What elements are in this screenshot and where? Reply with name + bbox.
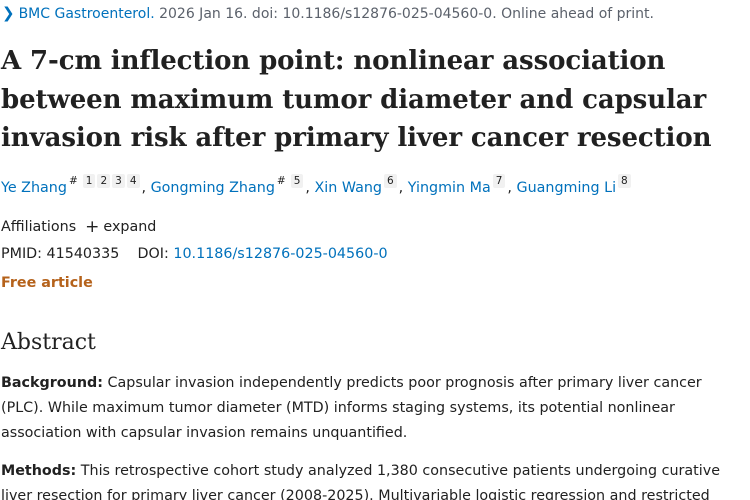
author-affiliation-refs: 7 [492, 174, 508, 188]
journal-link[interactable]: BMC Gastroenterol. [18, 6, 155, 22]
affiliation-ref[interactable]: 8 [618, 174, 631, 188]
author-link[interactable]: Ye Zhang [1, 180, 67, 196]
plus-icon: + [85, 217, 100, 237]
abstract-methods: Methods: This retrospective cohort study… [1, 459, 741, 500]
affiliation-ref[interactable]: 7 [492, 174, 506, 188]
doi-link[interactable]: 10.1186/s12876-025-04560-0 [173, 246, 388, 262]
expand-label: expand [103, 219, 157, 235]
methods-label: Methods: [1, 463, 77, 479]
methods-text: This retrospective cohort study analyzed… [1, 463, 720, 500]
article-identifiers: PMID: 41540335 DOI: 10.1186/s12876-025-0… [1, 243, 388, 265]
author-affiliation-refs: 8 [618, 174, 633, 188]
author-affiliation-refs: #1 2 3 4 [69, 174, 142, 188]
background-label: Background: [1, 375, 103, 391]
affiliations-label: Affiliations [1, 219, 77, 235]
affiliation-ref[interactable]: 5 [290, 174, 304, 188]
affiliation-ref[interactable]: 6 [383, 174, 397, 188]
author-link[interactable]: Xin Wang [314, 180, 382, 196]
abstract-heading: Abstract [1, 330, 96, 355]
citation-details: 2026 Jan 16. doi: 10.1186/s12876-025-045… [154, 6, 654, 22]
author-affiliation-refs: 6 [383, 174, 399, 188]
pmid-value: 41540335 [46, 246, 120, 262]
background-text: Capsular invasion independently predicts… [1, 375, 702, 441]
author-affiliation-refs: #5 [277, 174, 306, 188]
affiliation-ref[interactable]: 1 [82, 174, 96, 188]
affiliation-ref[interactable]: 2 [97, 174, 111, 188]
doi-label: DOI: [137, 246, 169, 262]
pmid-label: PMID: [1, 246, 42, 262]
article-title: A 7-cm inflection point: nonlinear assoc… [1, 46, 712, 153]
equal-contribution-mark: # [276, 175, 286, 187]
chevron-right-icon: ❯ [2, 4, 15, 22]
authors-list: Ye Zhang #1 2 3 4, Gongming Zhang #5, Xin Wan… [1, 174, 633, 200]
author-link[interactable]: Yingmin Ma [407, 180, 491, 196]
author-link[interactable]: Gongming Zhang [150, 180, 275, 196]
abstract-background: Background: Capsular invasion independen… [1, 371, 741, 446]
equal-contribution-mark: # [68, 175, 78, 187]
affiliation-ref[interactable]: 4 [126, 174, 140, 188]
journal-citation: ❯ BMC Gastroenterol. 2026 Jan 16. doi: 10… [2, 3, 654, 24]
free-article-badge: Free article [1, 275, 93, 291]
affiliation-ref[interactable]: 3 [112, 174, 125, 188]
affiliations-toggle[interactable]: Affiliations + expand [1, 216, 156, 238]
author-link[interactable]: Guangming Li [516, 180, 617, 196]
